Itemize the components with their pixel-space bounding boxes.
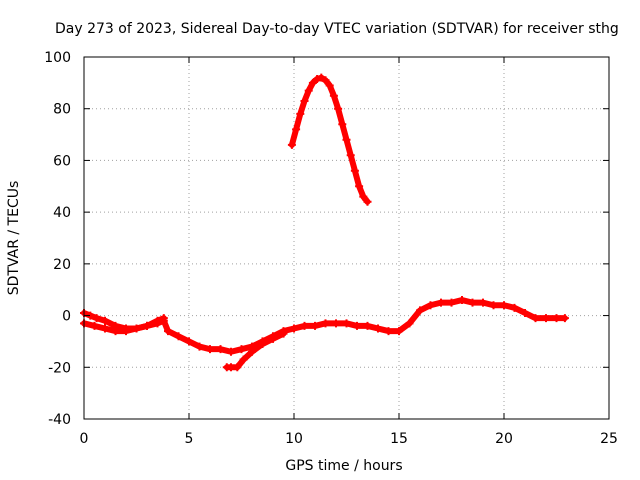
y-tick-label: 60 [53, 153, 71, 169]
data-point [111, 321, 120, 330]
data-point [159, 314, 168, 323]
data-point [233, 363, 242, 372]
data-point [468, 298, 477, 307]
data-point [338, 120, 347, 129]
data-point [296, 109, 305, 118]
data-point [122, 324, 130, 333]
data-point [195, 342, 204, 351]
data-point [363, 197, 372, 206]
data-point [143, 321, 151, 330]
data-point [447, 298, 456, 307]
data-point [300, 321, 309, 330]
chart-title: Day 273 of 2023, Sidereal Day-to-day VTE… [55, 21, 619, 37]
data-point [334, 104, 343, 113]
data-point [363, 321, 372, 330]
data-point [206, 345, 214, 354]
data-point [350, 166, 359, 175]
data-point [355, 182, 364, 191]
data-point [552, 314, 561, 323]
data-point [239, 355, 248, 364]
y-tick-label: 0 [62, 309, 71, 325]
data-point [185, 337, 193, 346]
data-point [308, 78, 317, 87]
data-point [290, 324, 298, 333]
data-point [500, 301, 508, 310]
series-2 [80, 308, 168, 333]
data-point [395, 327, 403, 336]
data-point [542, 314, 550, 323]
series-trace [81, 309, 167, 332]
data-point [300, 96, 309, 105]
data-point [174, 332, 183, 341]
data-point [279, 329, 288, 338]
data-point [92, 314, 101, 323]
x-tick-label: 10 [285, 431, 303, 447]
data-point [321, 319, 330, 328]
x-tick-label: 5 [185, 431, 194, 447]
plot-frame [83, 56, 610, 420]
data-point [227, 347, 235, 356]
data-point [216, 345, 225, 354]
data-point [269, 334, 277, 343]
y-tick-label: 80 [53, 102, 71, 118]
x-axis-label: GPS time / hours [285, 458, 402, 474]
data-point [531, 314, 540, 323]
data-point [560, 314, 569, 323]
data-point [329, 91, 338, 100]
data-point [458, 296, 466, 305]
data-point [292, 125, 301, 134]
x-tick-label: 25 [600, 431, 618, 447]
y-tick-label: 20 [53, 257, 71, 273]
data-point [374, 324, 382, 333]
y-tick-label: 100 [44, 50, 71, 66]
data-point [317, 73, 326, 82]
data-point [479, 298, 487, 307]
data-point [510, 303, 519, 312]
data-point [342, 135, 351, 144]
data-point [132, 324, 141, 333]
data-point [416, 306, 424, 315]
data-point [426, 301, 435, 310]
series-trace [288, 74, 371, 205]
x-tick-label: 15 [390, 431, 408, 447]
data-point [321, 76, 330, 85]
data-point [164, 327, 172, 336]
data-point [489, 301, 498, 310]
data-point [405, 319, 414, 328]
data-point [521, 308, 529, 317]
series-layer [80, 73, 569, 372]
grid-layer [84, 57, 609, 419]
data-point [101, 324, 109, 333]
data-point [313, 74, 322, 83]
data-point [332, 319, 340, 328]
x-tick-label: 20 [495, 431, 513, 447]
data-point [287, 140, 296, 149]
data-point [311, 321, 319, 330]
data-point [346, 151, 355, 160]
data-point [342, 319, 351, 328]
data-point [90, 321, 99, 330]
data-point [101, 316, 109, 325]
data-point [237, 345, 246, 354]
data-point [359, 192, 368, 201]
y-tick-label: -20 [48, 360, 71, 376]
x-tick-label: 0 [80, 431, 89, 447]
data-point [325, 81, 334, 90]
data-point [258, 340, 267, 349]
tick-layer: 0 5 10 15 20 25 -40 -20 0 20 40 60 80 100 [44, 50, 618, 447]
y-tick-label: -40 [48, 412, 71, 428]
y-tick-label: 40 [53, 205, 71, 221]
data-point [437, 298, 445, 307]
data-point [304, 86, 313, 95]
y-axis-label: SDTVAR / TECUs [6, 181, 22, 296]
data-point [353, 321, 361, 330]
data-point [153, 316, 162, 325]
data-point [248, 347, 256, 356]
series-4 [287, 73, 372, 206]
series-3 [222, 329, 288, 372]
data-point [384, 327, 393, 336]
